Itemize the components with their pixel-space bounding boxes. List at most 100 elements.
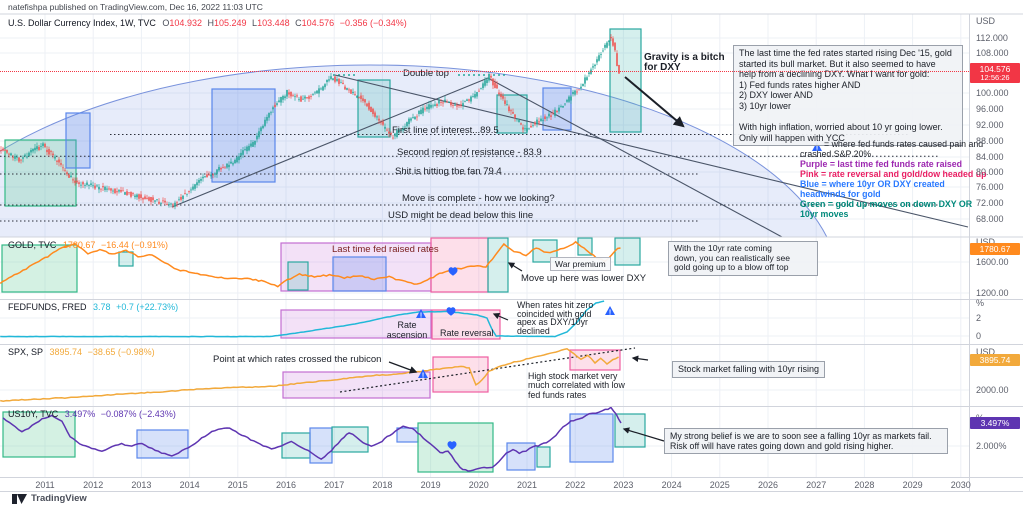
legend-gold-symbol: GOLD, TVC [8,240,57,250]
gold-note[interactable]: With the 10yr rate coming down, you can … [668,241,818,276]
label-rate-reversal[interactable]: Rate reversal [440,328,494,338]
us10y-note[interactable]: My strong belief is we are to soon see a… [664,428,948,454]
blue-highlight-box [569,413,614,463]
year-label: 2018 [372,480,393,490]
label-high-stock-market[interactable]: High stock market very much correlated w… [528,371,625,400]
arrow-drawing [624,76,685,128]
teal-highlight-box [287,261,309,291]
price-scale[interactable]: USD 112.000 108.000 100.000 96.000 92.000 88.0… [970,14,1023,492]
legend-us10y-change: −0.087% (−2.43%) [100,409,176,419]
legend-fedfunds-symbol: FEDFUNDS, FRED [8,302,87,312]
label-last-time-fed[interactable]: Last time fed raised rates [332,244,439,255]
pink-highlight-box [431,309,501,340]
key-blue-line: Blue = where 10yr OR DXY created headwin… [800,179,945,199]
label-usd-dead[interactable]: USD might be dead below this line [388,210,534,221]
teal-highlight-box [487,237,509,293]
current-price-line [0,71,969,72]
us10y-line [2,406,622,472]
price-badge: 1780.67 [970,243,1020,255]
scale-label: 108.000 [976,48,1009,58]
year-label: 2023 [613,480,634,490]
blue-highlight-box [65,112,91,169]
blue-highlight-box [309,427,333,464]
price-badge: 104.576 12:56:26 [970,63,1020,83]
year-label: 2029 [902,480,923,490]
blue-highlight-box [211,88,276,183]
scale-label: 68.000 [976,214,1004,224]
price-badge: 3895.74 [970,354,1020,366]
svg-text:!: ! [609,309,611,316]
spx-note[interactable]: Stock market falling with 10yr rising [672,361,826,378]
scale-label: USD [976,347,996,357]
dome-ellipse [0,64,828,237]
drawing-layer[interactable] [0,28,969,506]
arrow-drawing [631,355,649,362]
scale-label: 112.000 [976,33,1008,43]
year-label: 2028 [854,480,875,490]
year-label: 2011 [35,480,55,490]
ohlc-low-label: L [252,18,258,28]
spx-line [0,347,619,402]
year-label: 2026 [757,480,779,490]
key-green-line: Green = gold up moves on down DXY OR 10y… [800,199,973,219]
scale-label: 80.000 [976,167,1004,177]
gold-line [0,240,621,288]
legend-fedfunds[interactable]: FEDFUNDS, FRED 3.78 +0.7 (+22.73%) [8,302,181,312]
label-hitting-the-fan[interactable]: Shit is hitting the fan 79.4 [395,166,502,177]
label-second-region[interactable]: Second region of resistance - 83.9 [397,147,542,158]
label-double-top[interactable]: Double top [403,68,449,79]
trendline [334,74,969,228]
scale-label: 2 [976,313,982,323]
green-highlight-box [1,244,78,293]
scale-label: 0 [976,331,982,341]
pink-highlight-box [430,237,489,293]
label-rate-ascension[interactable]: Rate ascension [386,320,428,340]
year-label: 2014 [179,480,200,490]
legend-fedfunds-value: 3.78 [93,302,111,312]
legend-gold-value: 1780.67 [62,240,96,250]
arrow-drawing [622,427,665,442]
teal-highlight-box [577,237,593,256]
arrow-drawing [388,361,418,374]
purple-highlight-box [282,371,431,399]
legend-spx-value: 3895.74 [49,347,83,357]
year-label: 2015 [227,480,248,490]
teal-highlight-box [536,446,551,468]
arrow-drawing [507,262,523,272]
label-rates-hit-zero[interactable]: When rates hit zero coincided with gold … [517,300,594,336]
teal-highlight-box [331,426,369,453]
label-rubicon[interactable]: Point at which rates crossed the rubicon [213,354,382,365]
label-first-line-of-interest[interactable]: First line of interest...89.5 [392,125,499,136]
key-pink-line: Pink = rate reversal and gold/dow headed… [800,169,987,179]
ohlc-high-value: 105.249 [213,18,247,28]
label-gravity[interactable]: Gravity is a bitch for DXY [644,52,725,73]
ohlc-low-value: 103.448 [257,18,290,28]
ohlc-close-value: 104.576 [301,18,335,28]
time-axis[interactable]: 2011 2012 2013 2014 2015 2016 2017 2018 2019 2020… [0,478,1023,492]
scale-label: USD [976,16,996,26]
chart-key[interactable]: = where fed funds rates caused pain and … [800,139,1005,219]
legend-spx[interactable]: SPX, SP 3895.74 −38.65 (−0.98%) [8,347,158,357]
ohlc-open-value: 104.932 [169,18,202,28]
label-move-up-lower-dxy[interactable]: Move up here was lower DXY [521,273,647,284]
scale-label: 1200.00 [976,288,1009,298]
warning-triangle-icon [812,142,822,151]
label-move-complete[interactable]: Move is complete - how we looking? [402,193,555,204]
scale-label: 76.000 [976,182,1004,192]
year-label: 2016 [275,480,297,490]
tradingview-logo[interactable]: TradingView [12,493,87,504]
legend-dxy[interactable]: U.S. Dollar Currency Index, 1W, TVC O104… [8,18,410,28]
label-war-premium[interactable]: War premium [550,257,611,271]
legend-us10y[interactable]: US10Y, TVC 3.497% −0.087% (−2.43%) [8,409,179,419]
ohlc-open-label: O [162,18,170,28]
main-note[interactable]: The last time the fed rates started risi… [733,45,963,147]
svg-text:!: ! [420,312,422,319]
legend-gold[interactable]: GOLD, TVC 1780.67 −16.44 (−0.91%) [8,240,171,250]
year-label: 2024 [661,480,682,490]
scale-label: 2.000% [976,441,1007,451]
markers-layer[interactable]: !!!! [388,76,822,450]
year-label: 2020 [468,480,489,490]
year-label: 2030 [950,480,971,490]
publish-info: natefishpa published on TradingView.com,… [8,2,263,12]
